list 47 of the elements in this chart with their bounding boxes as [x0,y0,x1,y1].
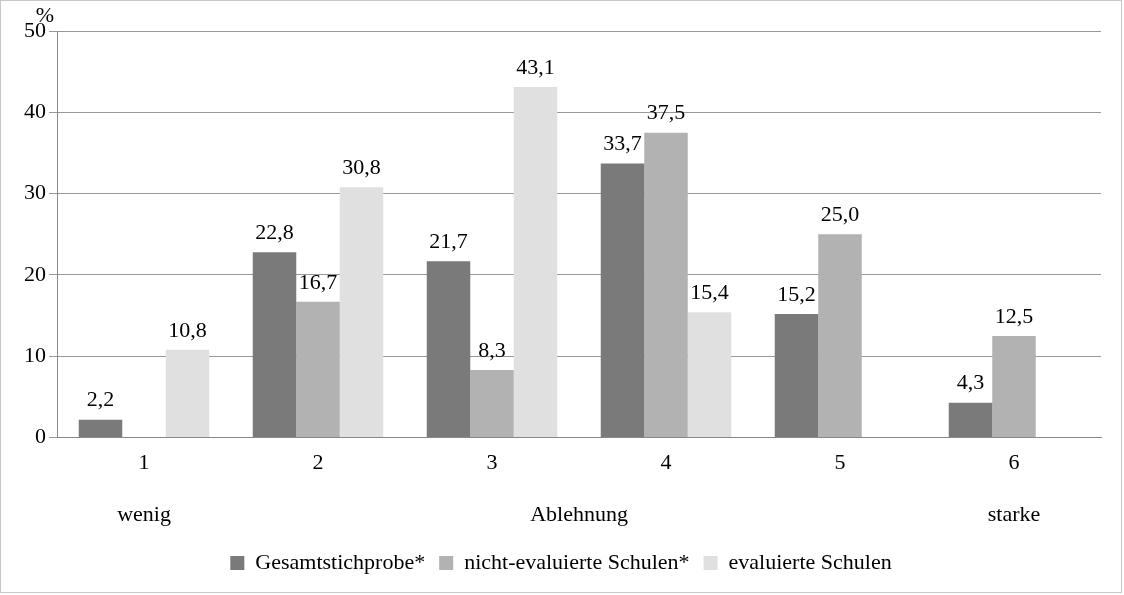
y-tick-label: 40 [24,98,46,124]
text: starke [987,501,1041,527]
bar [774,313,819,438]
data-label: 25,0 [820,201,860,227]
bar [470,370,514,438]
bar [600,163,645,438]
text: wenig [117,501,171,527]
bar [426,261,471,438]
bar [687,312,732,438]
x-tick-label: 6 [1008,448,1020,474]
data-label: 33,7 [603,130,642,156]
y-tick-label: 0 [35,423,46,449]
data-label: 21,7 [429,227,468,253]
data-label: 15,2 [777,280,816,306]
x-tick-label: 5 [834,448,846,474]
text: Ablehnung [530,501,628,527]
legend-label: evaluierte Schulen [728,548,892,574]
x-tick-label: 1 [138,448,150,474]
bar [165,349,210,438]
data-label: 43,1 [516,53,555,79]
bar [948,402,993,438]
y-tick-label: 10 [24,342,46,368]
legend-label: Gesamtstichprobe* [255,548,426,574]
x-tick-label: 3 [486,448,498,474]
y-tick-label: 20 [24,260,46,286]
legend-label: nicht-evaluierte Schulen* [464,548,690,574]
data-label: 12,5 [994,302,1034,328]
data-label: 16,7 [298,268,338,294]
bar [818,234,862,438]
bar [78,419,123,438]
x-tick-label: 2 [312,448,324,474]
data-label: 15,4 [690,279,729,305]
bar [644,132,688,438]
data-label: 8,3 [478,336,506,362]
x-tick-label: 4 [660,448,672,474]
data-label: 22,8 [255,218,294,244]
bar [992,335,1036,438]
data-label: 30,8 [342,153,381,179]
data-label: 10,8 [168,316,207,342]
bar [252,252,297,438]
bar [339,187,384,438]
bar [296,301,340,438]
data-label: 4,3 [956,369,985,395]
data-label: 2,2 [86,386,115,412]
y-tick-label: 30 [24,179,46,205]
data-label: 37,5 [646,99,686,125]
bar [513,87,558,438]
